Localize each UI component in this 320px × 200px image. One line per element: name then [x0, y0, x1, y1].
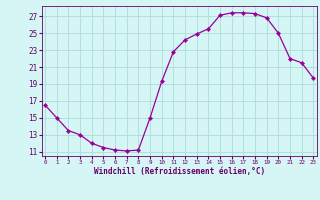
X-axis label: Windchill (Refroidissement éolien,°C): Windchill (Refroidissement éolien,°C)	[94, 167, 265, 176]
